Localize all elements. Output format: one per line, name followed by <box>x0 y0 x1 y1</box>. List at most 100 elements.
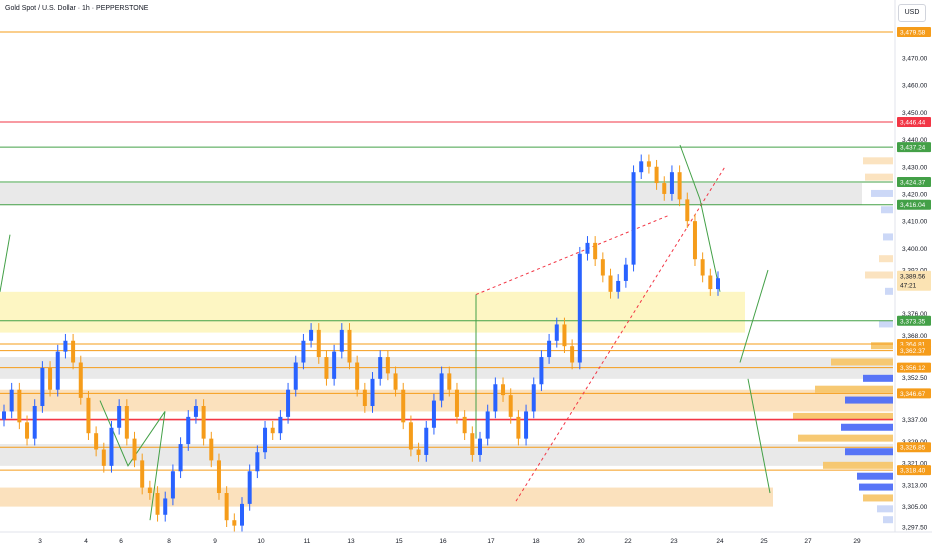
candle-body <box>71 340 76 363</box>
candle-body <box>309 329 314 341</box>
candle-body <box>685 199 690 222</box>
volume-profile-bar <box>883 516 893 524</box>
candle-body <box>101 449 106 466</box>
candle-body <box>708 275 713 290</box>
price-level-tag-label: 3,364.81 <box>900 341 926 348</box>
candle-body <box>692 221 697 260</box>
price-level-tag-label: 3,416.04 <box>900 202 926 209</box>
candle-body <box>524 411 529 439</box>
candle-body <box>94 433 99 450</box>
y-tick-label: 3,400.00 <box>902 246 928 253</box>
x-tick-label: 25 <box>760 538 768 545</box>
candle-body <box>447 373 452 390</box>
y-tick-label: 3,410.00 <box>902 219 928 226</box>
volume-profile-bar <box>885 287 893 295</box>
candle-body <box>232 520 237 526</box>
candle-body <box>501 384 506 396</box>
candle-body <box>247 471 252 504</box>
price-level-tag <box>897 199 931 210</box>
volume-profile-bar <box>823 461 893 469</box>
price-level-tag-label: 3,424.37 <box>900 180 926 187</box>
volume-profile-bar <box>845 396 893 404</box>
candle-body <box>240 503 244 526</box>
price-level-tag-label: 3,373.35 <box>900 318 926 325</box>
candle-body <box>677 172 682 200</box>
current-price-countdown: 47:21 <box>900 283 917 290</box>
price-level-tag <box>897 465 931 476</box>
x-tick-label: 20 <box>577 538 585 545</box>
projection-line <box>747 378 771 494</box>
chart-title: Gold Spot / U.S. Dollar · 1h · PEPPERSTO… <box>5 5 149 12</box>
candle-body <box>370 378 375 407</box>
x-tick-label: 16 <box>439 538 447 545</box>
candle-body <box>608 275 613 292</box>
volume-profile-bar <box>841 423 893 431</box>
candle-body <box>316 329 321 358</box>
candle-body <box>216 460 221 494</box>
x-tick-label: 17 <box>487 538 495 545</box>
y-tick-label: 3,297.50 <box>902 525 928 532</box>
candle-body <box>654 166 659 184</box>
zone-band <box>0 444 893 466</box>
zone-band <box>0 487 773 507</box>
x-tick-label: 24 <box>716 538 724 545</box>
trend-line <box>475 215 669 296</box>
volume-profile-bar <box>831 358 893 366</box>
candle-body <box>416 449 421 455</box>
candle-body <box>117 406 122 428</box>
price-level-tag-label: 3,318.40 <box>900 468 926 475</box>
candle-body <box>470 433 475 455</box>
x-tick-label: 15 <box>395 538 403 545</box>
candle-body <box>155 493 160 515</box>
price-level-tag-label: 3,437.24 <box>900 145 926 152</box>
candle-body <box>385 357 390 374</box>
projection-line <box>0 234 11 292</box>
candle-body <box>631 172 636 265</box>
candle-body <box>531 384 536 412</box>
candle-body <box>193 406 198 417</box>
candle-body <box>431 400 436 428</box>
candle-body <box>178 444 183 472</box>
candle-body <box>163 498 168 515</box>
candle-body <box>600 259 605 276</box>
volume-profile-bar <box>879 255 893 263</box>
current-price-tag <box>897 270 931 291</box>
volume-profile-bar <box>883 233 893 241</box>
x-tick-label: 11 <box>304 538 311 545</box>
candle-body <box>485 411 490 439</box>
y-tick-label: 3,305.00 <box>902 504 928 511</box>
candle-body <box>585 242 590 254</box>
price-level-tag-label: 3,479.58 <box>900 29 926 36</box>
candle-body <box>48 367 53 390</box>
x-tick-label: 9 <box>213 538 217 545</box>
y-tick-label: 3,321.00 <box>902 461 928 468</box>
zone-band <box>0 183 862 205</box>
y-tick-label: 3,470.00 <box>902 56 928 63</box>
candle-body <box>593 242 598 260</box>
volume-profile-bar <box>865 173 893 181</box>
x-tick-label: 13 <box>347 538 355 545</box>
y-tick-label: 3,440.00 <box>902 137 928 144</box>
candle-body <box>40 367 45 407</box>
y-tick-label: 3,430.00 <box>902 164 928 171</box>
candle-body <box>78 362 83 398</box>
candle-body <box>716 278 720 290</box>
candle-body <box>401 389 406 423</box>
volume-profile-bar <box>881 206 893 214</box>
price-level-tag <box>897 177 931 188</box>
price-level-tag <box>897 117 931 128</box>
currency-badge[interactable]: USD <box>898 4 926 22</box>
price-level-tag <box>897 142 931 153</box>
candle-body <box>209 438 214 461</box>
candle-body <box>324 357 329 379</box>
price-level-tag <box>897 315 931 326</box>
candle-body <box>478 438 482 455</box>
price-level-tag-label: 3,356.12 <box>900 365 926 372</box>
x-tick-label: 3 <box>38 538 42 545</box>
volume-profile-bar <box>815 385 893 393</box>
candle-body <box>278 416 283 434</box>
candle-body <box>124 406 129 439</box>
candle-body <box>263 427 268 453</box>
candle-body <box>547 340 552 358</box>
